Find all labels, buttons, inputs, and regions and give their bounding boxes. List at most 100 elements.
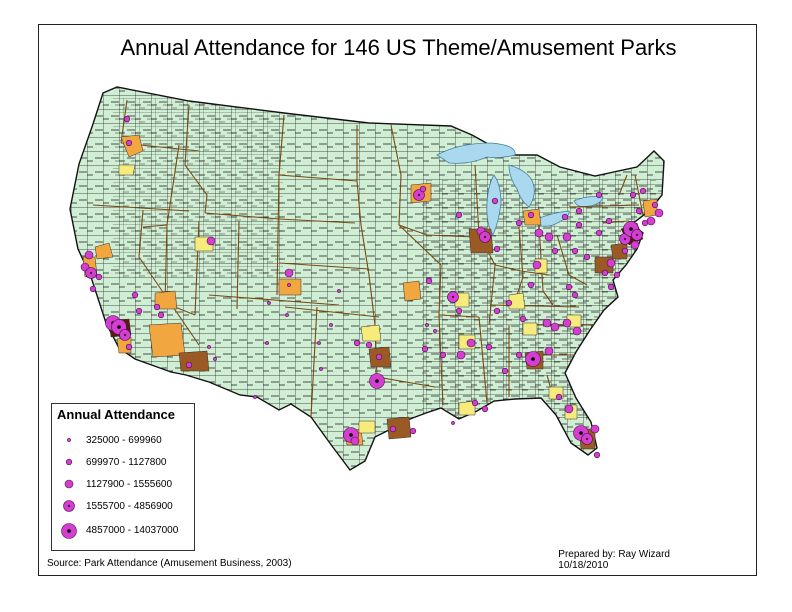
park-attendance-symbol (365, 341, 373, 349)
park-attendance-symbol (153, 303, 161, 311)
park-attendance-symbol (583, 253, 591, 261)
park-attendance-symbol (646, 216, 656, 226)
legend-title: Annual Attendance (57, 407, 175, 422)
county-okc (360, 324, 382, 342)
park-attendance-symbol (595, 191, 603, 199)
park-attendance-symbol (493, 245, 501, 253)
park-attendance-symbol-center (417, 193, 421, 197)
park-attendance-symbol (551, 247, 559, 255)
legend-label: 1127900 - 1555600 (86, 478, 173, 490)
park-attendance-symbol (562, 318, 572, 328)
us-map (69, 86, 665, 471)
park-attendance-symbol (329, 323, 333, 327)
park-attendance-symbol (493, 307, 501, 315)
county-ohio (508, 292, 526, 310)
park-attendance-symbol (455, 211, 463, 219)
park-attendance-symbol (613, 271, 621, 279)
park-attendance-symbol (471, 399, 479, 407)
park-attendance-symbol (481, 405, 489, 413)
park-attendance-symbol (641, 219, 649, 227)
park-attendance-symbol (630, 240, 640, 250)
park-attendance-symbol-center (635, 233, 639, 237)
park-attendance-symbol-center (531, 357, 535, 361)
park-attendance-symbol (562, 232, 572, 242)
park-attendance-symbol (501, 367, 509, 375)
lake-ontario (573, 196, 604, 208)
park-attendance-symbol (265, 341, 269, 345)
county-seattle (120, 134, 144, 158)
park-attendance-symbol (419, 185, 427, 193)
legend-item: 699970 - 1127800 (60, 454, 166, 470)
park-attendance-symbol (654, 208, 664, 218)
park-attendance-symbol (629, 191, 637, 199)
map-layout-frame: Annual Attendance for 146 US Theme/Amuse… (38, 24, 757, 576)
county-kc (402, 280, 422, 302)
park-attendance-symbol (337, 289, 341, 293)
park-attendance-symbol (84, 250, 94, 260)
legend-item: 1127900 - 1555600 (60, 476, 172, 492)
park-attendance-symbol (534, 228, 544, 238)
park-attendance-symbol (519, 315, 527, 323)
legend-symbol-icon (67, 438, 71, 442)
park-attendance-symbol (267, 301, 271, 305)
park-attendance-symbol (439, 351, 447, 359)
park-attendance-symbol (389, 425, 397, 433)
park-attendance-symbol (542, 318, 552, 328)
park-attendance-symbol (409, 427, 417, 435)
county-la-neworleans (458, 400, 476, 416)
park-attendance-symbol-center (585, 437, 589, 441)
state-boundaries (92, 99, 644, 418)
park-attendance-symbol (287, 283, 291, 287)
park-attendance-symbol (285, 313, 289, 317)
park-attendance-symbol (206, 236, 216, 246)
park-attendance-symbol (451, 421, 455, 425)
park-attendance-symbol (544, 346, 554, 356)
legend-item: 1555700 - 4856900 (60, 498, 173, 514)
park-attendance-symbol (375, 353, 383, 361)
park-attendance-symbol (571, 291, 579, 299)
county-houston (386, 416, 412, 440)
legend-symbol-icon (65, 458, 73, 466)
county-sacramento (94, 242, 114, 260)
park-attendance-symbol (590, 424, 600, 434)
park-attendance-symbol (95, 273, 103, 281)
park-attendance-symbol-center (451, 295, 455, 299)
county-denver (278, 278, 302, 296)
park-attendance-symbol (135, 307, 143, 315)
park-attendance-symbol-center (483, 235, 487, 239)
park-attendance-symbol-center (349, 433, 353, 437)
park-attendance-symbol (125, 139, 133, 147)
map-legend: Annual Attendance 325000 - 699960 699970… (51, 403, 195, 551)
park-attendance-symbol (532, 260, 542, 270)
park-attendance-symbol (485, 343, 493, 351)
park-attendance-symbol (253, 395, 257, 399)
park-attendance-symbol-center (375, 379, 379, 383)
county-phoenix (148, 322, 186, 358)
legend-symbol-icon (61, 523, 77, 539)
lake-michigan (486, 174, 502, 236)
legend-label: 1555700 - 4856900 (86, 500, 173, 512)
park-attendance-symbol (491, 197, 499, 205)
park-attendance-symbol (621, 247, 629, 255)
park-attendance-symbol (606, 258, 616, 268)
prepared-by: Prepared by: Ray Wizard (558, 549, 670, 560)
park-attendance-symbol-center (623, 237, 627, 241)
park-attendance-symbol (185, 361, 193, 369)
legend-label: 325000 - 699960 (86, 434, 162, 446)
park-attendance-symbol (515, 219, 523, 227)
park-attendance-symbol (466, 338, 476, 348)
park-attendance-symbol (651, 201, 659, 209)
park-attendance-symbol (284, 268, 294, 278)
prepared-note: Prepared by: Ray Wizard 10/18/2010 (558, 549, 670, 571)
park-attendance-symbol (505, 299, 513, 307)
lake-superior (436, 142, 516, 164)
park-attendance-symbol (527, 281, 535, 289)
park-attendance-symbol (131, 291, 139, 299)
park-attendance-symbol (564, 404, 574, 414)
lake-huron (508, 164, 535, 208)
park-attendance-symbol (635, 207, 643, 215)
legend-item: 325000 - 699960 (60, 432, 162, 448)
park-attendance-symbol (317, 341, 321, 345)
county-tucson (178, 350, 210, 372)
source-note: Source: Park Attendance (Amusement Busin… (47, 558, 292, 569)
